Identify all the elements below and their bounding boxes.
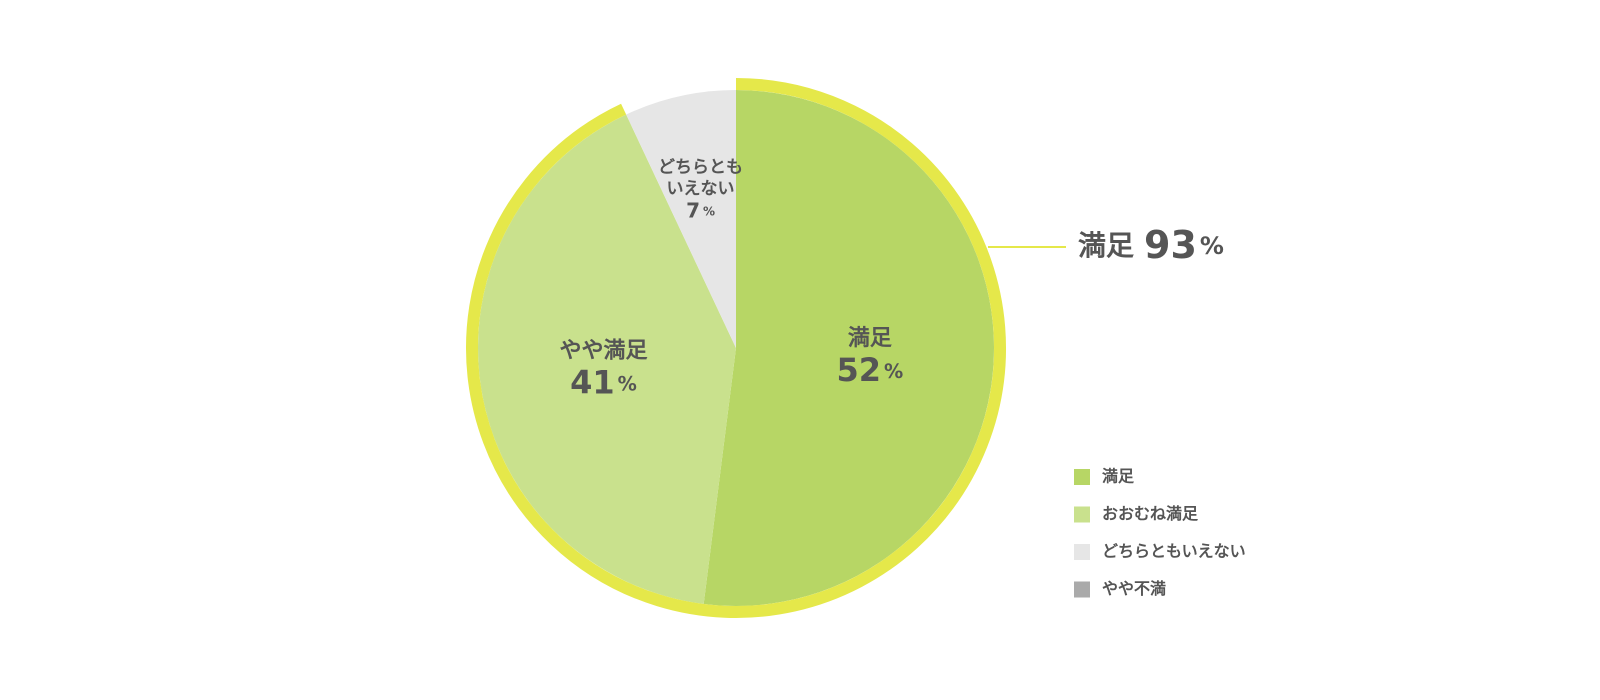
slice-value: 52% <box>837 351 904 389</box>
pie-slice <box>477 114 736 604</box>
value-number: 7 <box>686 198 700 222</box>
slice-value: 7% <box>686 198 715 222</box>
slice-label: いえない <box>667 179 735 199</box>
legend-label: 満足 <box>1102 467 1135 486</box>
legend-swatch <box>1074 506 1090 523</box>
legend-swatch <box>1074 469 1090 485</box>
callout-unit: % <box>1200 232 1224 260</box>
pie-slice <box>703 90 994 606</box>
value-number: 52 <box>837 351 882 389</box>
legend-label: やや不満 <box>1102 579 1166 598</box>
legend-swatch <box>1074 544 1090 560</box>
value-unit: % <box>618 372 637 395</box>
pie-slice <box>626 90 736 348</box>
value-unit: % <box>884 359 903 382</box>
slice-label: やや満足 <box>559 337 647 363</box>
highlight-ring <box>466 78 1006 618</box>
callout-text: 満足 93% <box>1078 223 1224 267</box>
callout-label: 満足 <box>1078 229 1134 262</box>
slice-label: 満足 <box>848 325 892 351</box>
slice-label: どちらとも <box>658 158 743 178</box>
callout-number: 93 <box>1144 223 1197 267</box>
legend-label: どちらともいえない <box>1102 542 1246 561</box>
value-number: 41 <box>570 363 615 401</box>
legend-swatch <box>1074 581 1090 598</box>
value-unit: % <box>703 204 715 218</box>
slice-value: 41% <box>570 363 637 401</box>
legend-label: おおむね満足 <box>1102 504 1199 523</box>
